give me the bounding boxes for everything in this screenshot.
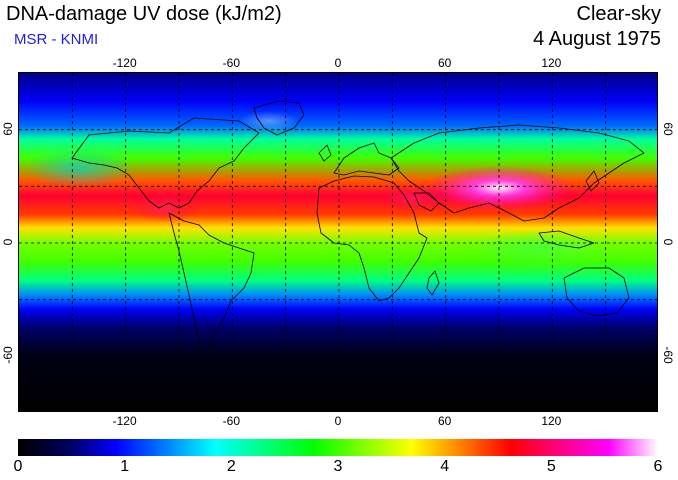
madagascar-outline xyxy=(426,270,440,296)
colorbar-tick-label: 6 xyxy=(653,458,663,475)
colorbar-tick-label: 2 xyxy=(226,458,236,475)
coastlines xyxy=(71,100,645,356)
south-america-outline xyxy=(168,212,255,356)
sky-condition: Clear-sky xyxy=(576,3,661,25)
australia-outline xyxy=(563,267,630,317)
mexico-hotspot xyxy=(129,194,199,222)
europe-outline xyxy=(333,142,400,176)
lat-left-tick: 60 xyxy=(1,121,15,136)
map-canvas xyxy=(19,73,657,411)
greenland-snow xyxy=(239,111,299,131)
graticule-lines xyxy=(19,73,657,411)
lon-top-tick: -120 xyxy=(112,56,137,70)
map-source: MSR - KNMI xyxy=(14,31,99,48)
colorbar-tick-label: 1 xyxy=(120,458,130,475)
indonesia-clouds xyxy=(469,230,609,266)
lon-top-tick: 0 xyxy=(334,56,342,70)
map-date: 4 August 1975 xyxy=(533,28,661,50)
colorbar-tick-label: 4 xyxy=(440,458,450,475)
arabia-outline xyxy=(413,192,440,212)
lon-top-tick: -60 xyxy=(222,56,240,70)
lon-bottom-tick: -120 xyxy=(112,414,137,428)
britain-outline xyxy=(318,144,332,162)
pacific-clouds xyxy=(24,148,134,188)
north-america-outline xyxy=(71,117,260,209)
uv-dose-map xyxy=(18,72,658,412)
lon-top-tick: 60 xyxy=(437,56,452,70)
lon-bottom-tick: -60 xyxy=(222,414,240,428)
greenland-outline xyxy=(253,100,305,136)
lon-bottom-tick: 0 xyxy=(334,414,342,428)
lon-bottom-tick: 120 xyxy=(541,414,562,428)
lat-right-tick: 60 xyxy=(661,121,675,136)
lat-left-tick: 0 xyxy=(1,238,15,246)
lon-bottom-tick: 60 xyxy=(437,414,452,428)
africa-outline xyxy=(316,175,428,302)
colorbar-tick-label: 5 xyxy=(546,458,556,475)
lat-right-tick: 0 xyxy=(661,238,675,246)
colorbar-tick-label: 3 xyxy=(333,458,343,475)
indonesia-outline xyxy=(538,230,595,249)
lon-top-tick: 120 xyxy=(541,56,562,70)
japan-outline xyxy=(585,170,600,192)
lat-right-tick: -60 xyxy=(661,346,675,364)
lat-left-tick: -60 xyxy=(1,346,15,364)
colorbar xyxy=(18,439,658,456)
colorbar-gradient xyxy=(18,439,658,456)
colorbar-tick-label: 0 xyxy=(13,458,23,475)
map-title: DNA-damage UV dose (kJ/m2) xyxy=(6,3,282,25)
arabia-hotspot xyxy=(374,184,454,212)
